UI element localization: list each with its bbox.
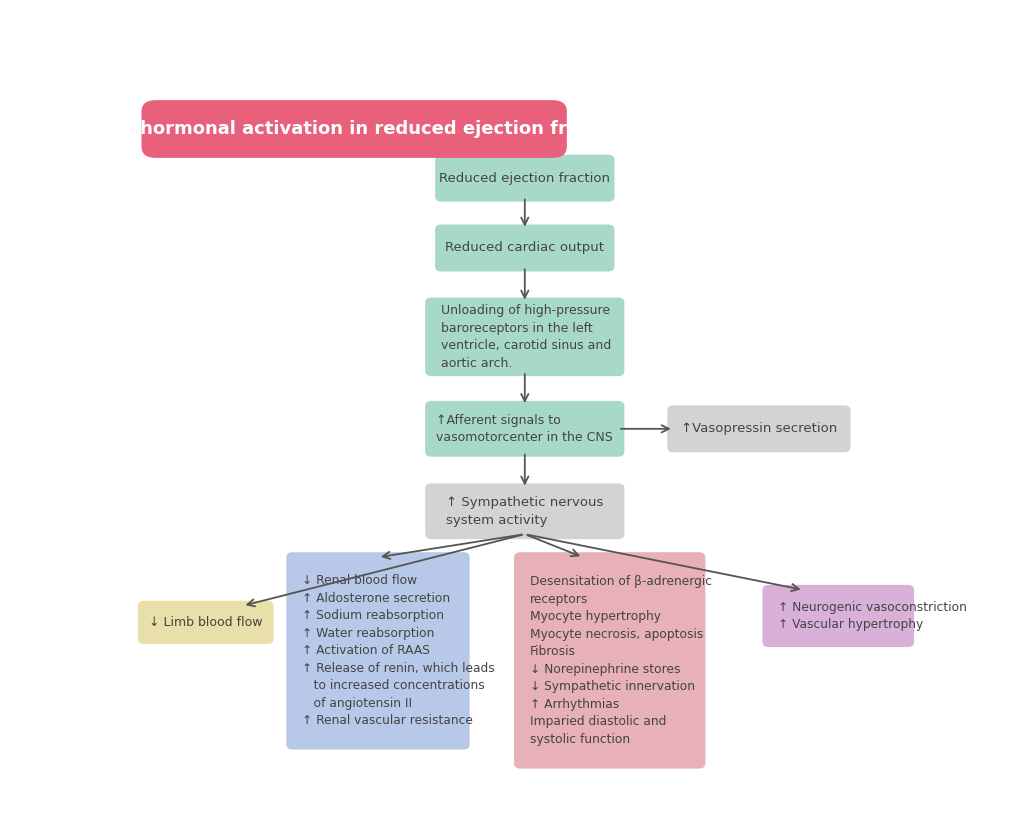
FancyBboxPatch shape	[514, 552, 706, 769]
Text: Neurohormonal activation in reduced ejection fraction: Neurohormonal activation in reduced ejec…	[79, 120, 630, 138]
FancyBboxPatch shape	[435, 155, 614, 202]
Text: Unloading of high-pressure
baroreceptors in the left
ventricle, carotid sinus an: Unloading of high-pressure baroreceptors…	[441, 304, 611, 369]
Text: ↑ Sympathetic nervous
system activity: ↑ Sympathetic nervous system activity	[446, 496, 603, 527]
Text: ↓ Limb blood flow: ↓ Limb blood flow	[150, 616, 262, 629]
Text: Reduced cardiac output: Reduced cardiac output	[445, 241, 604, 255]
Text: ↑Vasopressin secretion: ↑Vasopressin secretion	[681, 423, 837, 435]
FancyBboxPatch shape	[141, 101, 567, 158]
FancyBboxPatch shape	[668, 405, 851, 452]
FancyBboxPatch shape	[425, 401, 625, 456]
Text: ↓ Renal blood flow
↑ Aldosterone secretion
↑ Sodium reabsorption
↑ Water reabsor: ↓ Renal blood flow ↑ Aldosterone secreti…	[302, 574, 495, 728]
Text: ↑Afferent signals to
vasomotorcenter in the CNS: ↑Afferent signals to vasomotorcenter in …	[436, 414, 613, 444]
FancyBboxPatch shape	[287, 552, 470, 750]
Text: Desensitation of β-adrenergic
receptors
Myocyte hypertrophy
Myocyte necrosis, ap: Desensitation of β-adrenergic receptors …	[530, 575, 712, 746]
FancyBboxPatch shape	[435, 224, 614, 271]
FancyBboxPatch shape	[425, 297, 625, 376]
Text: Reduced ejection fraction: Reduced ejection fraction	[439, 171, 610, 185]
FancyBboxPatch shape	[425, 484, 625, 539]
FancyBboxPatch shape	[763, 585, 914, 647]
FancyBboxPatch shape	[138, 601, 273, 644]
Text: ↑ Neurogenic vasoconstriction
↑ Vascular hypertrophy: ↑ Neurogenic vasoconstriction ↑ Vascular…	[778, 601, 968, 631]
